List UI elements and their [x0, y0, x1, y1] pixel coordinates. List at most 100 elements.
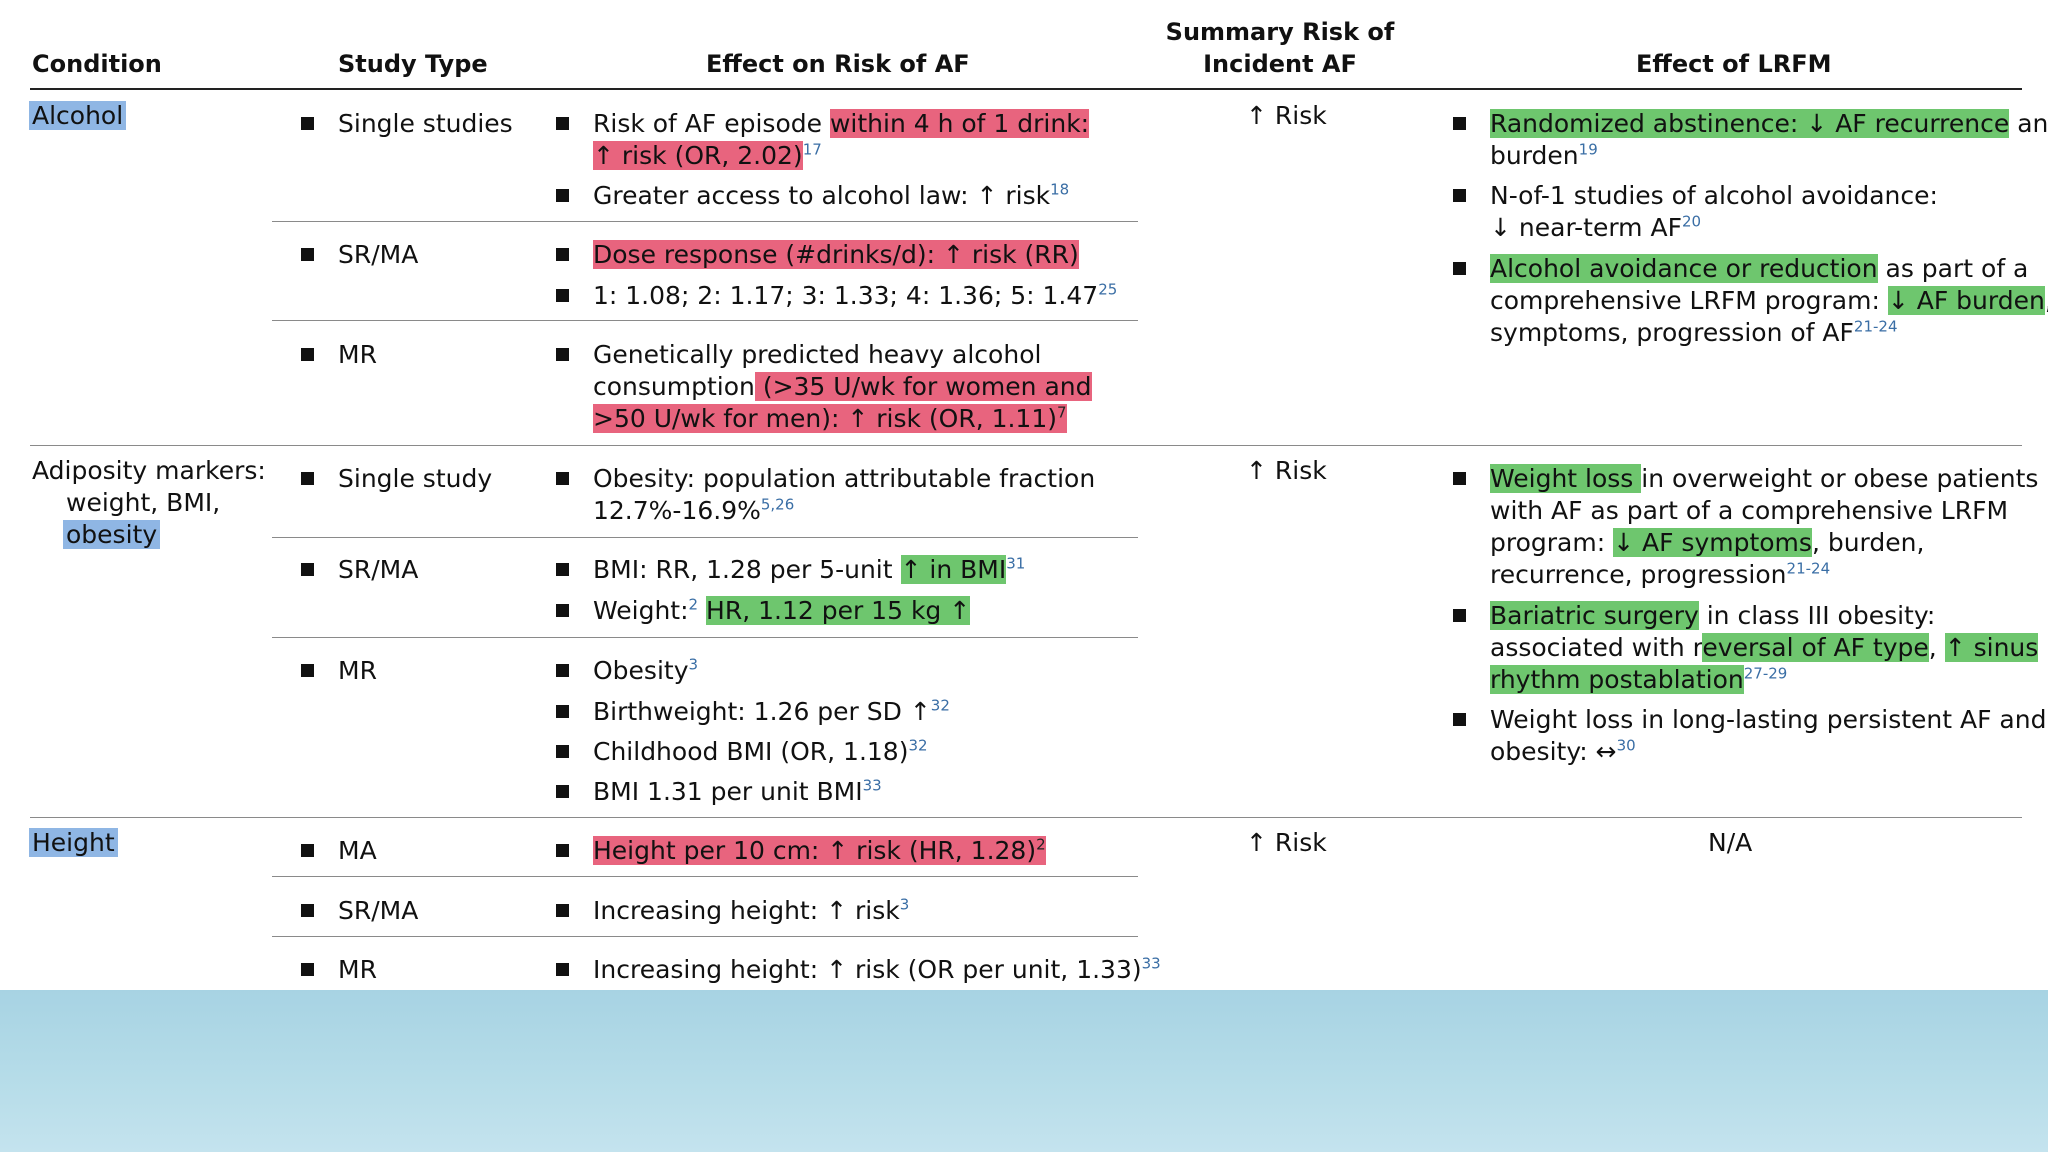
- study-type-single: Single study: [338, 464, 493, 493]
- bullet: [556, 604, 569, 617]
- reference: 21-24: [1853, 317, 1898, 336]
- reference: 17: [802, 140, 822, 159]
- lrfm-alcohol-1-line1: Randomized abstinence: ↓ AF recurrence a…: [1490, 108, 2048, 140]
- effect-adiposity-mr-2: Birthweight: 1.26 per SD ↑32: [593, 696, 950, 728]
- bullet: [556, 348, 569, 361]
- reference: 2: [688, 595, 699, 614]
- text: Risk of AF episode: [593, 109, 830, 138]
- condition-adiposity-line3: obesity: [63, 519, 161, 551]
- row-divider: [272, 537, 1138, 538]
- condition-adiposity-line1: Adiposity markers:: [32, 456, 266, 485]
- text: ↓ near-term AF: [1490, 213, 1682, 242]
- header-summary-line1: Summary Risk of: [1165, 18, 1395, 46]
- highlight-green: Bariatric surgery: [1490, 601, 1699, 630]
- bullet: [301, 844, 314, 857]
- text: Obesity: [593, 656, 689, 685]
- section-divider: [30, 445, 2022, 446]
- bullet: [556, 785, 569, 798]
- study-type-mr: MR: [338, 955, 377, 984]
- effect-adiposity-single-line1: Obesity: population attributable fractio…: [593, 464, 1096, 493]
- study-type-ma: MA: [338, 836, 377, 865]
- text: Height per 10 cm: ↑ risk (HR, 1.28): [593, 836, 1037, 865]
- highlight-red: Dose response (#drinks/d): ↑ risk (RR): [593, 240, 1079, 269]
- text: Weight:: [593, 596, 689, 625]
- lrfm-adiposity-2-line3: rhythm postablation27-29: [1490, 664, 1787, 696]
- bullet: [556, 472, 569, 485]
- text: ,: [1928, 633, 1945, 662]
- highlight-green: HR, 1.12 per 15 kg ↑: [706, 596, 971, 625]
- effect-alcohol-mr-line3: >50 U/wk for men): ↑ risk (OR, 1.11)7: [593, 403, 1067, 435]
- header-effect: Effect on Risk of AF: [706, 50, 970, 78]
- bullet: [1453, 189, 1466, 202]
- reference: 33: [862, 776, 882, 795]
- effect-adiposity-srma-2: Weight:2 HR, 1.12 per 15 kg ↑: [593, 595, 971, 627]
- study-type-srma: SR/MA: [338, 896, 419, 925]
- text: consumption: [593, 372, 755, 401]
- effect-adiposity-single-line2: 12.7%-16.9%5,26: [593, 495, 794, 527]
- lrfm-adiposity-1-line1: Weight loss in overweight or obese patie…: [1490, 463, 2038, 495]
- section-divider: [30, 817, 2022, 818]
- text: 12.7%-16.9%: [593, 496, 761, 525]
- lrfm-adiposity-1-line2: with AF as part of a comprehensive LRFM: [1490, 496, 2009, 525]
- condition-alcohol-label: Alcohol: [29, 101, 127, 130]
- text: obesity: ↔: [1490, 737, 1617, 766]
- effect-alcohol-single-1-line1: Risk of AF episode within 4 h of 1 drink…: [593, 108, 1090, 140]
- condition-adiposity-line2: weight, BMI,: [66, 488, 221, 517]
- lrfm-alcohol-2-line2: ↓ near-term AF20: [1490, 212, 1701, 244]
- bullet: [556, 289, 569, 302]
- bullet: [556, 904, 569, 917]
- condition-height-label: Height: [29, 828, 118, 857]
- reference: 30: [1616, 736, 1636, 755]
- bullet: [301, 117, 314, 130]
- reference: 2: [1036, 835, 1046, 854]
- header-summary-line2: Incident AF: [1203, 50, 1357, 78]
- effect-alcohol-srma-1: Dose response (#drinks/d): ↑ risk (RR): [593, 239, 1079, 271]
- text: BMI 1.31 per unit BMI: [593, 777, 863, 806]
- reference: 25: [1098, 280, 1118, 299]
- bullet: [556, 664, 569, 677]
- highlight-green: Weight loss: [1490, 464, 1642, 493]
- highlight-green: eversal of AF type: [1702, 633, 1929, 662]
- reference: 31: [1006, 554, 1026, 573]
- text: program:: [1490, 528, 1614, 557]
- reference: 5,26: [760, 495, 795, 514]
- effect-alcohol-single-2: Greater access to alcohol law: ↑ risk18: [593, 180, 1069, 212]
- text: in overweight or obese patients: [1641, 464, 2039, 493]
- bullet: [556, 705, 569, 718]
- effect-adiposity-mr-3: Childhood BMI (OR, 1.18)32: [593, 736, 928, 768]
- condition-alcohol: Alcohol: [29, 100, 127, 132]
- reference: 32: [930, 696, 950, 715]
- bullet: [1453, 262, 1466, 275]
- lrfm-adiposity-3-line1: Weight loss in long-lasting persistent A…: [1490, 705, 2047, 734]
- text: Birthweight: 1.26 per SD ↑: [593, 697, 931, 726]
- effect-height-ma: Height per 10 cm: ↑ risk (HR, 1.28)2: [593, 835, 1046, 867]
- highlight-green: ↑ in BMI: [900, 555, 1007, 584]
- text: Increasing height: ↑ risk (OR per unit, …: [593, 955, 1142, 984]
- header-rule: [30, 88, 2022, 90]
- text: as part of a: [1877, 254, 2029, 283]
- row-divider: [272, 637, 1138, 638]
- effect-adiposity-srma-1: BMI: RR, 1.28 per 5-unit ↑ in BMI31: [593, 554, 1025, 586]
- reference: 3: [688, 655, 699, 674]
- study-type-mr: MR: [338, 340, 377, 369]
- text: 1: 1.08; 2: 1.17; 3: 1.33; 4: 1.36; 5: 1…: [593, 281, 1099, 310]
- lrfm-alcohol-3-line1: Alcohol avoidance or reduction as part o…: [1490, 253, 2028, 285]
- study-type-srma: SR/MA: [338, 555, 419, 584]
- text: symptoms, progression of AF: [1490, 318, 1854, 347]
- header-condition: Condition: [32, 50, 162, 78]
- bullet: [1453, 117, 1466, 130]
- bullet: [301, 472, 314, 485]
- highlight-blue: obesity: [63, 520, 161, 549]
- highlight-red: (>35 U/wk for women and: [754, 372, 1092, 401]
- bullet: [301, 563, 314, 576]
- bullet: [301, 904, 314, 917]
- header-study-type: Study Type: [338, 50, 488, 78]
- bullet: [556, 844, 569, 857]
- row-divider: [272, 320, 1138, 321]
- bullet: [556, 248, 569, 261]
- effect-alcohol-mr-line1: Genetically predicted heavy alcohol: [593, 340, 1042, 369]
- lrfm-adiposity-2-line2: associated with reversal of AF type, ↑ s…: [1490, 632, 2039, 664]
- lrfm-adiposity-3-line2: obesity: ↔30: [1490, 736, 1636, 768]
- reference: 33: [1141, 954, 1161, 973]
- bullet: [301, 963, 314, 976]
